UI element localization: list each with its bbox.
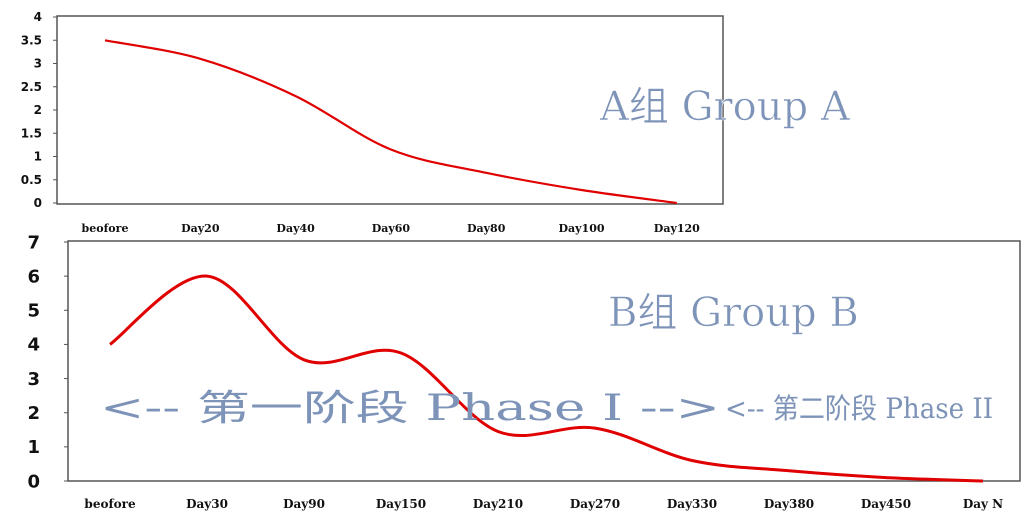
y-tick-label: 2	[27, 403, 40, 424]
chart-b-title: B组 Group B	[608, 290, 859, 336]
x-tick-label: Day450	[861, 497, 911, 511]
y-tick-label: 3	[27, 369, 40, 390]
y-tick-label: 1	[34, 150, 42, 164]
x-tick-label: Day40	[276, 222, 315, 235]
y-tick-label: 1	[27, 437, 40, 458]
x-tick-label: Day60	[372, 222, 411, 235]
y-tick-label: 4	[34, 10, 42, 24]
x-tick-label: Day150	[376, 497, 426, 511]
y-tick-label: 1.5	[21, 126, 42, 140]
chart-b-y-axis: 0 1 2 3 4 5 6 7	[27, 232, 68, 492]
y-tick-label: 2.5	[21, 80, 42, 94]
chart-b: 0 1 2 3 4 5 6 7 beofore Day30 Day90 Day150 Day210 Da…	[27, 232, 1021, 511]
x-tick-label: Day N	[963, 497, 1003, 511]
x-tick-label: beofore	[84, 497, 136, 511]
chart-b-frame	[67, 240, 1021, 482]
chart-b-series-line	[109, 274, 984, 483]
x-tick-label: Day80	[467, 222, 506, 235]
y-tick-label: 0	[34, 196, 42, 210]
x-tick-label: Day90	[283, 497, 325, 511]
x-tick-label: beofore	[82, 222, 129, 235]
x-tick-label: Day330	[667, 497, 717, 511]
chart-b-x-axis: beofore Day30 Day90 Day150 Day210 Day270 Day33…	[84, 497, 1003, 511]
x-tick-label: Day20	[181, 222, 220, 235]
chart-a: 0 0.5 1 1.5 2 2.5 3 3.5 4 beofore Day20 Day40 Day60…	[21, 10, 851, 235]
x-tick-label: Day380	[764, 497, 814, 511]
x-tick-label: Day270	[570, 497, 620, 511]
x-tick-label: Day30	[186, 497, 228, 511]
y-tick-label: 7	[27, 232, 40, 253]
chart-a-title: A组 Group A	[599, 84, 851, 130]
y-tick-label: 4	[27, 335, 40, 356]
y-tick-label: 0	[27, 471, 40, 492]
phase-2-annotation: <-- 第二阶段 Phase II	[725, 392, 993, 425]
phase-1-annotation: <-- 第一阶段 Phase I -->	[100, 388, 720, 429]
y-tick-label: 2	[34, 103, 42, 117]
chart-a-x-axis: beofore Day20 Day40 Day60 Day80 Day100 Day120	[82, 222, 701, 235]
y-tick-label: 3.5	[21, 33, 42, 47]
y-tick-label: 6	[27, 266, 40, 287]
x-tick-label: Day120	[654, 222, 700, 235]
x-tick-label: Day100	[558, 222, 604, 235]
y-tick-label: 3	[34, 57, 42, 71]
y-tick-label: 5	[27, 301, 40, 322]
chart-a-y-axis: 0 0.5 1 1.5 2 2.5 3 3.5 4	[21, 10, 57, 210]
x-tick-label: Day210	[473, 497, 523, 511]
y-tick-label: 0.5	[21, 173, 42, 187]
chart-a-series-line	[104, 39, 677, 205]
